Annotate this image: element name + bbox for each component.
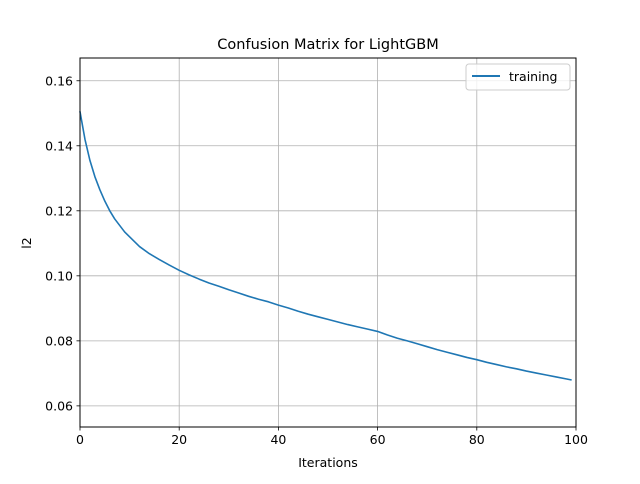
x-axis-label: Iterations [298,455,358,470]
x-tick-label: 100 [564,432,588,447]
series-layer [79,110,572,381]
y-tick-label: 0.16 [45,73,73,88]
x-tick-label: 40 [270,432,286,447]
x-tick-label: 60 [370,432,386,447]
x-tick-label: 80 [469,432,485,447]
y-tick-label: 0.06 [45,398,73,413]
x-tick-label: 20 [171,432,187,447]
y-tick-label: 0.14 [45,138,73,153]
legend: training [465,63,571,91]
x-tick-label: 0 [76,432,84,447]
y-tick-label: 0.12 [45,203,73,218]
y-tick-label: 0.10 [45,268,73,283]
tick-layer: 0 20 40 60 80 100 0.06 0.08 0.10 0.12 0.14 0.16 [45,73,588,447]
plot-frame [79,57,577,428]
legend-label-training: training [509,69,557,84]
grid-layer [79,58,577,427]
chart-title: Confusion Matrix for LightGBM [217,37,438,53]
series-line-training [79,110,572,381]
y-tick-label: 0.08 [45,333,73,348]
y-axis-label: l2 [19,237,34,248]
legend-box [465,63,571,91]
